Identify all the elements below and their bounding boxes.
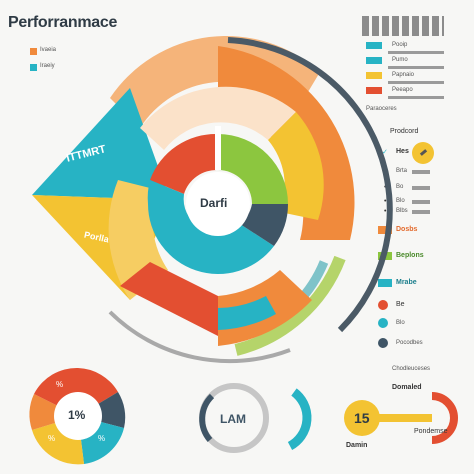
bullet-icon: • (384, 184, 387, 191)
bar-track (388, 51, 444, 54)
striped-header-block (362, 16, 444, 36)
mid-arc-yellow-right (268, 112, 324, 220)
outer-bottom-right-arc (234, 255, 346, 356)
left-wedge-teal (32, 88, 170, 200)
panel-section-title: Prodcord (390, 128, 419, 135)
row-bar (412, 210, 430, 214)
legend-label: Mrabe (396, 279, 417, 286)
bullet-icon: • (384, 208, 387, 215)
legend-label: Be (396, 301, 405, 308)
page-title: Perforranmace (8, 14, 118, 31)
mid-arc-peach (140, 86, 296, 150)
row-label: Bo (396, 184, 404, 190)
gauge-side-arc (287, 388, 312, 450)
pie-center-label: 1% (68, 408, 86, 422)
legend-dot-navy (378, 338, 388, 348)
donut-center-label: Darfi (200, 196, 228, 210)
bar-label: Peeapo (392, 87, 413, 93)
legend-label: Pocodbes (396, 340, 423, 346)
legend-label: Ivaeia (40, 47, 57, 53)
bubble-value: 15 (354, 410, 370, 426)
row-label: Hes (396, 148, 409, 155)
bar-track (388, 66, 444, 69)
legend-swatch-teal (30, 64, 37, 71)
legend-swatch-orange (30, 48, 37, 55)
outer-light-arc (108, 310, 291, 364)
row-label: Brta (396, 168, 408, 174)
mid-arc-red (120, 262, 218, 336)
inner-donut-red (150, 133, 218, 194)
legend-label: Iraeiy (40, 63, 55, 69)
row-bar (412, 186, 430, 190)
inner-donut-green (218, 134, 288, 204)
pie-hole (54, 392, 102, 440)
inner-donut-navy (240, 204, 288, 246)
pie-slice-label: % (48, 434, 56, 443)
row-bar (412, 200, 430, 204)
bar-label: Pooip (392, 42, 408, 48)
bar-label: Pumo (392, 57, 408, 63)
bar-swatch (366, 57, 382, 64)
connector-arc (431, 392, 458, 444)
bar-swatch (366, 42, 382, 49)
highlight-label: Dosbs (396, 226, 418, 233)
legend-dot-red (378, 300, 388, 310)
bottom-caption-2: Domaled (392, 384, 422, 391)
outer-dark-ring (227, 37, 393, 333)
legend-swatch-teal (378, 279, 392, 287)
bar-track (388, 96, 444, 99)
bar-swatch (366, 72, 382, 79)
row-label: Blo (396, 198, 405, 204)
row-bar (412, 170, 430, 174)
inner-donut-teal-left (147, 180, 184, 204)
bottom-caption-1: Chodleuceses (392, 366, 431, 372)
connector-bar (360, 414, 432, 422)
legend-label: Blo (396, 320, 405, 326)
gauge-fill (199, 393, 215, 442)
pie-slice-orange (29, 394, 78, 430)
mid-arc-teal-bottom (218, 296, 276, 330)
bar-track (388, 81, 444, 84)
inner-donut-teal (148, 204, 274, 274)
bottom-caption-3: Pondemse (414, 428, 448, 435)
row-label: Blbs (396, 208, 408, 214)
panel-caption: Paraoceres (366, 106, 397, 112)
pie-slice-label: % (98, 434, 106, 443)
bar-label: Papnaio (392, 72, 415, 78)
bubble-caption: Damin (346, 442, 368, 449)
bar-swatch (366, 87, 382, 94)
legend-label: Beplons (396, 252, 424, 259)
bubble-circle (344, 400, 380, 436)
inner-donut-hole (186, 172, 250, 236)
gauge-label: LAM (220, 412, 246, 426)
pie-slice-label: % (56, 380, 64, 389)
bullet-icon: • (384, 198, 387, 205)
orange-tag (378, 226, 392, 234)
legend-dot-teal (378, 318, 388, 328)
inner-divider (215, 126, 221, 170)
outer-arc-orange (110, 35, 320, 128)
check-icon: ✓ (382, 149, 388, 156)
